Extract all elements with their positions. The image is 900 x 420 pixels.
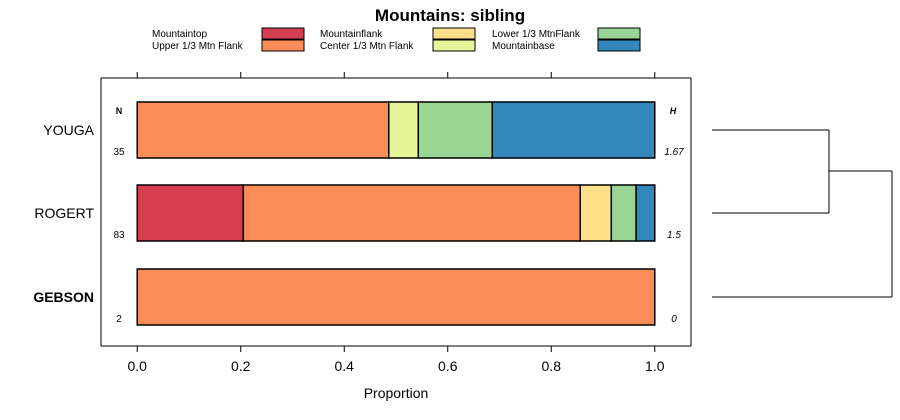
x-tick-label: 0.4 bbox=[335, 358, 355, 374]
legend-swatch bbox=[432, 27, 476, 40]
legend-label: Center 1/3 Mtn Flank bbox=[320, 41, 414, 52]
h-value: 1.5 bbox=[667, 230, 681, 241]
n-value: 83 bbox=[113, 230, 125, 241]
legend-label: Mountainflank bbox=[320, 29, 383, 40]
bar-segment bbox=[610, 184, 637, 242]
bar-segment bbox=[491, 101, 656, 159]
bar-segment bbox=[136, 101, 390, 159]
bar-segment bbox=[388, 101, 420, 159]
h-value: 0 bbox=[671, 314, 677, 325]
n-value: 35 bbox=[113, 147, 125, 158]
bar-segment bbox=[242, 184, 581, 242]
legend-label: Mountaintop bbox=[152, 29, 207, 40]
legend-swatch bbox=[261, 39, 305, 52]
legend-swatch bbox=[597, 27, 641, 40]
legend-swatch bbox=[432, 39, 476, 52]
legend-swatch bbox=[261, 27, 305, 40]
chart-title: Mountains: sibling bbox=[375, 6, 525, 25]
legend-label: Upper 1/3 Mtn Flank bbox=[152, 41, 244, 52]
bar-segment bbox=[136, 268, 656, 326]
bar-segment bbox=[579, 184, 613, 242]
row-labels: YOUGA 35 1.67 ROGERT 83 1.5 GEBSON 2 0 bbox=[33, 122, 684, 325]
legend-swatch bbox=[597, 39, 641, 52]
dendrogram bbox=[712, 129, 893, 298]
x-tick-label: 0.8 bbox=[542, 358, 562, 374]
x-tick-label: 0.2 bbox=[231, 358, 251, 374]
x-axis-label: Proportion bbox=[364, 385, 429, 401]
bar-segment bbox=[136, 184, 245, 242]
bar-segment bbox=[635, 184, 656, 242]
n-header: N bbox=[116, 106, 123, 116]
plot-frame bbox=[100, 77, 692, 347]
row-label: GEBSON bbox=[33, 289, 94, 305]
h-header: H bbox=[670, 106, 677, 116]
x-tick-label: 0.6 bbox=[438, 358, 458, 374]
bar-segment bbox=[417, 101, 494, 159]
h-value: 1.67 bbox=[664, 147, 684, 158]
x-tick-label: 1.0 bbox=[645, 358, 665, 374]
bars bbox=[136, 101, 656, 326]
legend-label: Lower 1/3 MtnFlank bbox=[492, 29, 581, 40]
x-tick-label: 0.0 bbox=[127, 358, 147, 374]
row-label: ROGERT bbox=[34, 205, 94, 221]
legend-label: Mountainbase bbox=[492, 41, 555, 52]
x-axis: 0.0 0.2 0.4 0.6 0.8 1.0 bbox=[127, 72, 665, 374]
n-value: 2 bbox=[116, 314, 122, 325]
row-label: YOUGA bbox=[43, 122, 94, 138]
